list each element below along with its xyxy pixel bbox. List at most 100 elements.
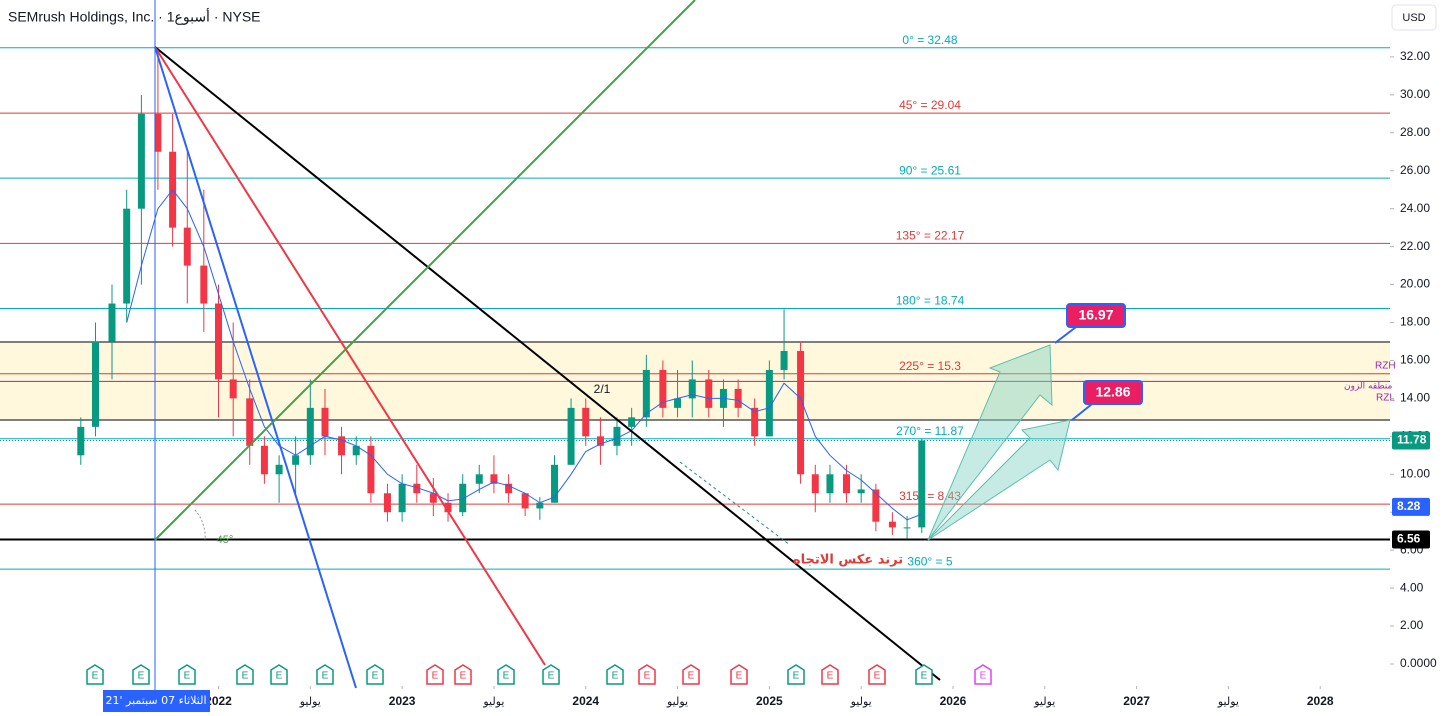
zone-label: منطقه الزون bbox=[1344, 382, 1393, 392]
y-tick-label: 14.00 bbox=[1400, 391, 1430, 405]
crosshair-date-box bbox=[103, 690, 210, 712]
earnings-marker bbox=[542, 664, 560, 685]
earnings-label: E bbox=[921, 671, 928, 682]
x-tick-label: 2025 bbox=[756, 694, 783, 708]
earnings-label: E bbox=[138, 671, 145, 682]
candle-body bbox=[536, 502, 544, 509]
x-tick-label: يوليو bbox=[1033, 695, 1055, 708]
crosshair-date: الثلاثاء 07 سبتمبر '21 bbox=[106, 694, 207, 707]
level-label: 0° = 32.48 bbox=[902, 33, 958, 47]
level-label: 270° = 11.87 bbox=[896, 424, 964, 438]
fan-line bbox=[154, 46, 357, 689]
earnings-marker bbox=[868, 664, 886, 685]
level-label: 360° = 5 bbox=[907, 554, 952, 568]
candle-body bbox=[596, 436, 604, 446]
earnings-label: E bbox=[242, 671, 249, 682]
candle-body bbox=[306, 407, 314, 456]
candle-body bbox=[797, 350, 805, 475]
price-label: 8.28 bbox=[1397, 499, 1421, 513]
candle-body bbox=[857, 489, 865, 494]
candle-body bbox=[338, 436, 346, 456]
earnings-marker bbox=[638, 664, 656, 685]
price-axis: 0.00002.004.006.008.0010.0012.0014.0016.… bbox=[1390, 49, 1437, 670]
fan-line bbox=[154, 46, 546, 666]
zone-label: RZL bbox=[1376, 393, 1395, 404]
candle-body bbox=[137, 113, 145, 209]
zone-label: RZH bbox=[1375, 361, 1396, 372]
earnings-label: E bbox=[503, 671, 510, 682]
earnings-marker bbox=[682, 664, 700, 685]
level-label: 90° = 25.61 bbox=[899, 163, 961, 177]
price-label: 11.78 bbox=[1397, 433, 1427, 447]
x-tick-label: 2028 bbox=[1307, 694, 1334, 708]
y-tick-label: 32.00 bbox=[1400, 49, 1430, 63]
callout-label: 16.97 bbox=[1078, 307, 1113, 323]
candle-body bbox=[91, 341, 99, 427]
y-tick-label: 18.00 bbox=[1400, 315, 1430, 329]
candle-body bbox=[780, 350, 788, 370]
candle-body bbox=[642, 369, 650, 418]
candle-body bbox=[918, 440, 926, 528]
earnings-label: E bbox=[612, 671, 619, 682]
candle-body bbox=[475, 474, 483, 484]
earnings-marker bbox=[178, 664, 196, 685]
earnings-marker bbox=[454, 664, 472, 685]
earnings-label: E bbox=[372, 671, 379, 682]
candle-body bbox=[842, 474, 850, 494]
earnings-label: E bbox=[688, 671, 695, 682]
candle-body bbox=[352, 445, 360, 456]
candle-body bbox=[444, 502, 452, 513]
candle-body bbox=[613, 426, 621, 446]
earnings-marker bbox=[236, 664, 254, 685]
currency-label[interactable]: USD bbox=[1402, 12, 1425, 24]
chart-title: SEMrush Holdings, Inc. · 1أسبوع · NYSE bbox=[8, 7, 261, 26]
candle-body bbox=[567, 407, 575, 465]
candle-body bbox=[275, 464, 283, 475]
candle-body bbox=[429, 493, 437, 503]
y-tick-label: 28.00 bbox=[1400, 125, 1430, 139]
candle-body bbox=[292, 455, 300, 465]
level-label: 45° = 29.04 bbox=[899, 98, 961, 112]
earnings-marker bbox=[606, 664, 624, 685]
y-tick-label: 26.00 bbox=[1400, 163, 1430, 177]
candle-body bbox=[688, 379, 696, 399]
x-tick-label: 2024 bbox=[572, 694, 599, 708]
level-label: 225° = 15.3 bbox=[899, 359, 961, 373]
earnings-label: E bbox=[276, 671, 283, 682]
candle-body bbox=[215, 303, 223, 380]
y-tick-label: 16.00 bbox=[1400, 353, 1430, 367]
y-tick-label: 20.00 bbox=[1400, 277, 1430, 291]
level-label: 180° = 18.74 bbox=[896, 294, 965, 308]
projection-arrow bbox=[927, 419, 1071, 541]
x-tick-label: يوليو bbox=[850, 695, 872, 708]
candle-body bbox=[551, 464, 559, 503]
candle-body bbox=[367, 445, 375, 494]
earnings-marker bbox=[497, 664, 515, 685]
earnings-marker bbox=[316, 664, 334, 685]
earnings-marker bbox=[86, 664, 104, 685]
candle-body bbox=[705, 379, 713, 408]
candle-body bbox=[398, 483, 406, 513]
candle-body bbox=[903, 527, 911, 529]
candle-body bbox=[246, 398, 254, 446]
x-tick-label: يوليو bbox=[1217, 695, 1239, 708]
price-label-box bbox=[1392, 497, 1430, 516]
earnings-label: E bbox=[432, 671, 439, 682]
earnings-label: E bbox=[736, 671, 743, 682]
earnings-label: E bbox=[874, 671, 881, 682]
price-label: 6.56 bbox=[1397, 532, 1421, 546]
y-tick-label: 24.00 bbox=[1400, 201, 1430, 215]
y-tick-label: 10.00 bbox=[1400, 466, 1430, 480]
earnings-label: E bbox=[460, 671, 467, 682]
y-tick-label: 4.00 bbox=[1400, 580, 1424, 594]
trend-annotation: ترند عكس الاتجاه bbox=[793, 553, 903, 568]
candle-body bbox=[459, 483, 467, 513]
candle-body bbox=[260, 445, 268, 475]
candle-body bbox=[751, 407, 759, 437]
earnings-marker bbox=[787, 664, 805, 685]
earnings-label: E bbox=[644, 671, 651, 682]
ratio-label: 2/1 bbox=[594, 382, 611, 396]
trend-line bbox=[154, 46, 941, 681]
currency-button[interactable] bbox=[1391, 4, 1437, 31]
